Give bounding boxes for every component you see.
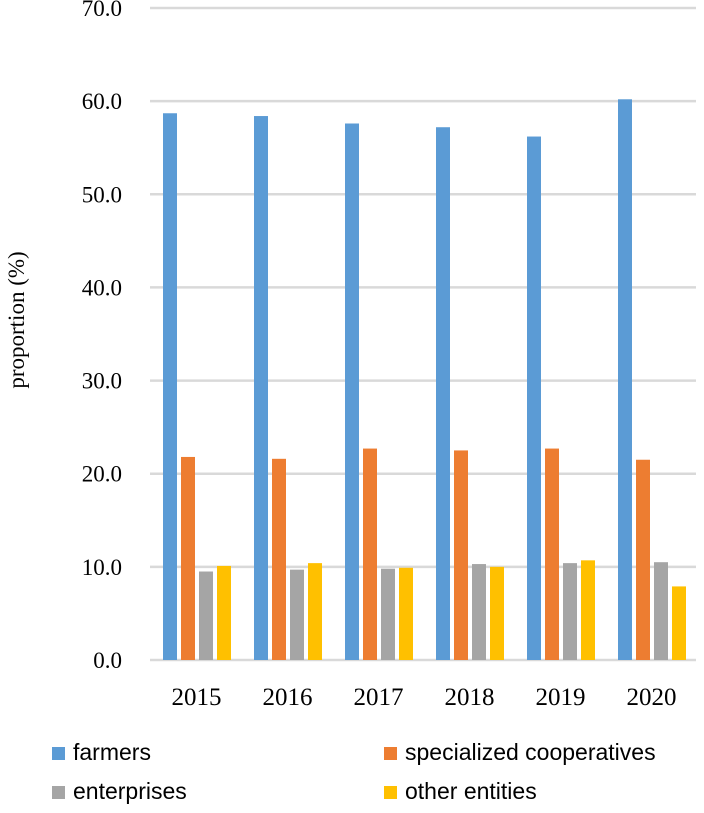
bar-enterprises-2016 — [290, 569, 304, 660]
legend-item: specialized cooperatives — [384, 739, 656, 765]
bar-farmers-2015 — [163, 113, 177, 661]
bar-other-entities-2015 — [217, 565, 231, 660]
y-tick-label: 50.0 — [82, 182, 122, 207]
bar-specialized-cooperatives-2020 — [636, 459, 650, 660]
gridlines — [150, 6, 696, 662]
legend-swatch — [52, 747, 65, 760]
legend-item: enterprises — [52, 778, 187, 804]
legend-swatch — [52, 786, 65, 799]
bar-specialized-cooperatives-2017 — [363, 448, 377, 660]
bar-farmers-2018 — [436, 127, 450, 661]
bar-farmers-2016 — [254, 116, 268, 660]
bar-other-entities-2019 — [581, 560, 595, 660]
y-tick-label: 30.0 — [82, 369, 122, 394]
legend-item: farmers — [52, 739, 151, 765]
bar-enterprises-2019 — [563, 563, 577, 660]
bar-farmers-2017 — [345, 123, 359, 661]
y-tick-label: 40.0 — [82, 275, 122, 300]
y-tick-label: 0.0 — [93, 648, 122, 673]
bar-specialized-cooperatives-2015 — [181, 456, 195, 660]
y-tick-label: 70.0 — [82, 0, 122, 21]
legend-swatch — [384, 786, 397, 799]
bar-other-entities-2016 — [308, 563, 322, 660]
bar-other-entities-2017 — [399, 567, 413, 660]
x-axis-ticks: 2015 2016 2017 2018 2019 2020 — [172, 684, 677, 711]
x-tick-label: 2015 — [172, 684, 222, 711]
bar-other-entities-2020 — [672, 586, 686, 660]
legend: farmers specialized cooperatives enterpris… — [52, 739, 656, 804]
bar-specialized-cooperatives-2019 — [545, 448, 559, 660]
bar-specialized-cooperatives-2018 — [454, 450, 468, 660]
legend-label: farmers — [73, 739, 151, 765]
x-tick-label: 2018 — [445, 684, 495, 711]
y-axis-title: proportion (%) — [4, 251, 29, 388]
y-tick-label: 60.0 — [82, 89, 122, 114]
legend-label: other entities — [405, 778, 537, 804]
y-tick-label: 10.0 — [82, 555, 122, 580]
y-tick-label: 20.0 — [82, 462, 122, 487]
bar-farmers-2020 — [618, 99, 632, 660]
legend-label: specialized cooperatives — [405, 739, 656, 765]
legend-swatch — [384, 747, 397, 760]
bar-other-entities-2018 — [490, 566, 504, 660]
x-tick-label: 2016 — [263, 684, 313, 711]
bar-enterprises-2017 — [381, 568, 395, 660]
x-tick-label: 2019 — [536, 684, 586, 711]
x-tick-label: 2017 — [354, 684, 404, 711]
legend-label: enterprises — [73, 778, 187, 804]
bar-enterprises-2015 — [199, 571, 213, 660]
legend-item: other entities — [384, 778, 537, 804]
y-axis-ticks: 0.0 10.0 20.0 30.0 40.0 50.0 60.0 70.0 — [82, 0, 122, 673]
x-tick-label: 2020 — [627, 684, 677, 711]
bar-specialized-cooperatives-2016 — [272, 458, 286, 660]
bar-enterprises-2018 — [472, 564, 486, 660]
bar-farmers-2019 — [527, 136, 541, 661]
bar-enterprises-2020 — [654, 562, 668, 660]
bars — [163, 99, 686, 661]
